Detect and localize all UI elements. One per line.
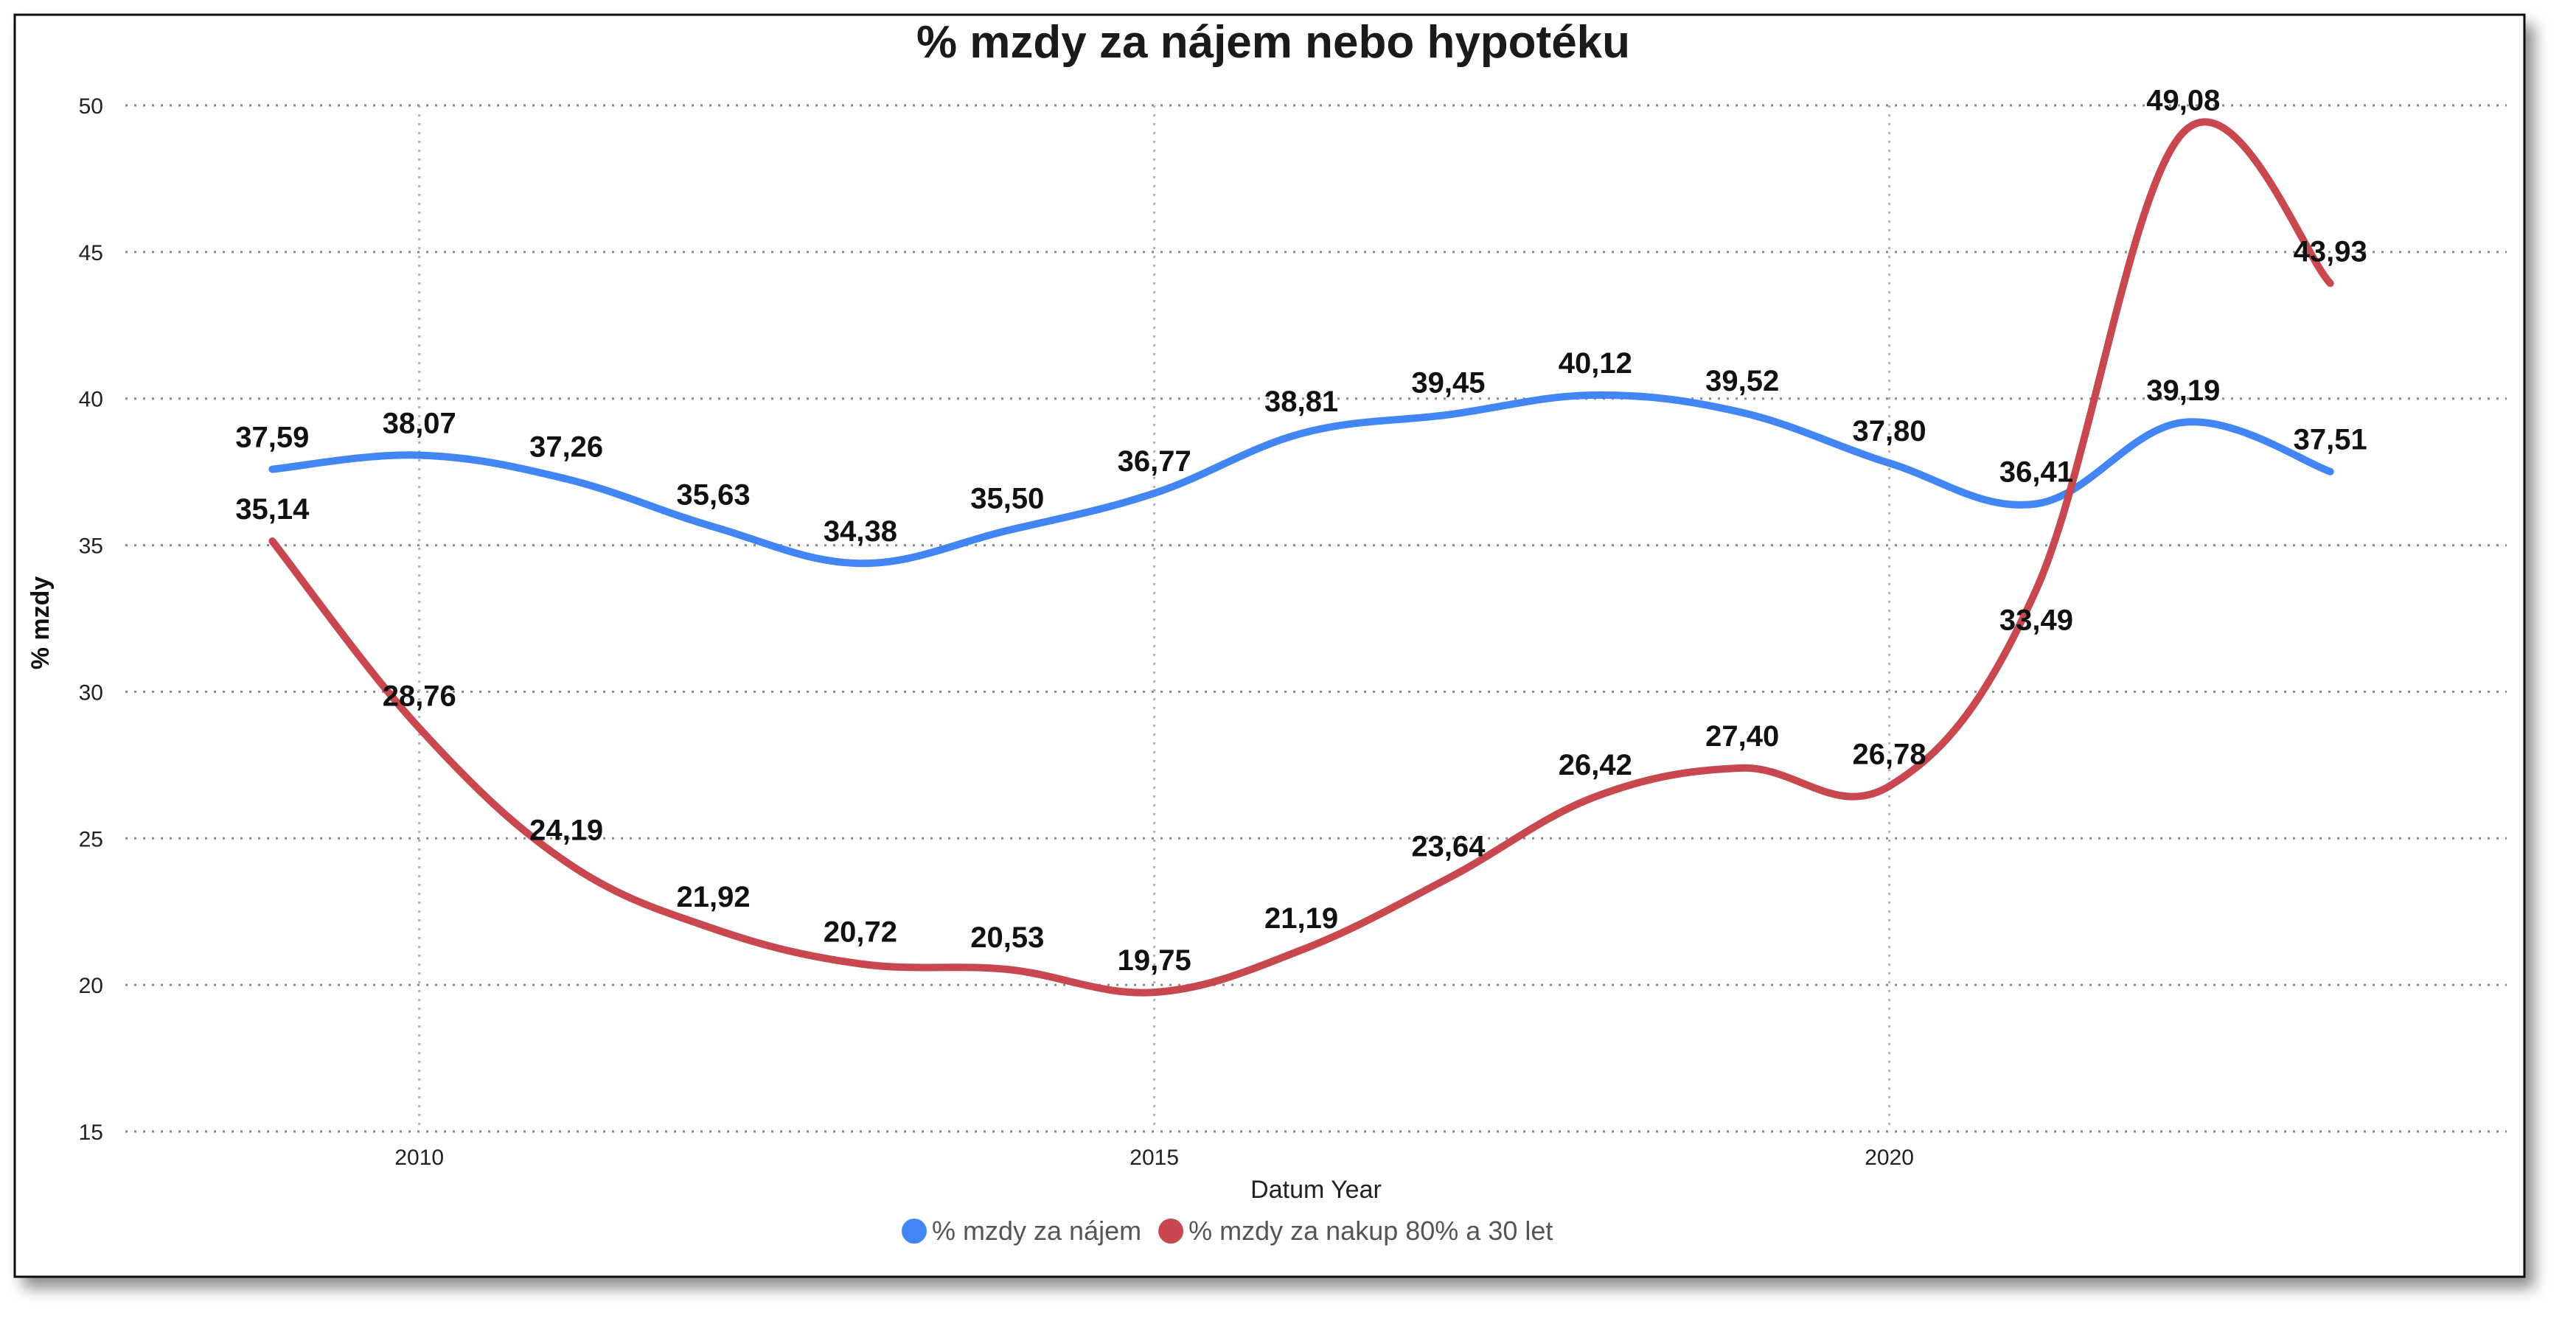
axis-ticks: 15 20 25 30 35 40 45 50 2010 2015 2020 (79, 94, 1914, 1170)
legend-label-2[interactable]: % mzdy za nakup 80% a 30 let (1188, 1216, 1553, 1246)
data-label: 39,19 (2146, 374, 2220, 407)
y-tick-label: 50 (79, 94, 103, 119)
data-label: 49,08 (2146, 85, 2220, 117)
data-label: 19,75 (1118, 944, 1191, 977)
legend[interactable]: % mzdy za nájem % mzdy za nakup 80% a 30 … (902, 1216, 1553, 1246)
series-line-1 (268, 391, 2334, 568)
data-label: 37,51 (2294, 424, 2367, 456)
data-label: 36,77 (1118, 445, 1191, 478)
y-tick-label: 20 (79, 974, 103, 998)
data-label: 38,07 (383, 407, 456, 439)
y-axis-title: % mzdy (27, 576, 55, 670)
data-label: 35,50 (970, 483, 1044, 515)
grid (125, 104, 2507, 1133)
data-label: 21,92 (676, 881, 750, 913)
data-label: 34,38 (824, 515, 897, 548)
data-label: 26,42 (1559, 749, 1632, 781)
data-label: 20,53 (970, 921, 1044, 954)
y-tick-label: 45 (79, 241, 103, 265)
data-label: 37,59 (235, 422, 309, 454)
y-tick-label: 30 (79, 680, 103, 705)
x-tick-label: 2015 (1129, 1146, 1179, 1170)
x-tick-label: 2020 (1865, 1146, 1914, 1170)
data-labels: 37,59 38,07 37,26 35,63 34,38 35,50 36,77 38,81… (235, 85, 2367, 977)
data-label: 28,76 (383, 680, 456, 713)
y-tick-label: 35 (79, 534, 103, 559)
data-label: 24,19 (529, 815, 603, 847)
data-label: 40,12 (1559, 347, 1632, 380)
data-label: 26,78 (1853, 738, 1926, 770)
y-tick-label: 40 (79, 388, 103, 412)
series-line-2 (268, 118, 2334, 997)
data-label: 23,64 (1411, 830, 1486, 862)
data-label: 39,45 (1411, 367, 1485, 400)
x-tick-label: 2010 (394, 1146, 444, 1170)
data-label: 38,81 (1264, 386, 1338, 418)
legend-marker-1 (902, 1219, 927, 1244)
data-label: 37,80 (1853, 415, 1926, 447)
data-label: 35,14 (235, 493, 310, 526)
y-tick-label: 25 (79, 827, 103, 851)
series-lines (268, 118, 2334, 997)
chart-frame (13, 13, 2526, 1278)
data-label: 39,52 (1705, 365, 1779, 397)
data-label: 33,49 (1999, 604, 2073, 637)
data-label: 35,63 (676, 479, 750, 512)
data-label: 20,72 (824, 916, 897, 949)
data-label: 21,19 (1264, 902, 1338, 935)
legend-marker-2 (1158, 1219, 1184, 1244)
chart-title: % mzdy za nájem nebo hypotéku (916, 17, 1630, 68)
data-label: 43,93 (2294, 235, 2367, 268)
x-axis-title: Datum Year (1250, 1176, 1382, 1204)
legend-label-1[interactable]: % mzdy za nájem (932, 1216, 1141, 1246)
data-label: 27,40 (1705, 720, 1779, 753)
data-label: 36,41 (1999, 456, 2073, 488)
data-label: 37,26 (529, 431, 603, 464)
y-tick-label: 15 (79, 1120, 103, 1145)
